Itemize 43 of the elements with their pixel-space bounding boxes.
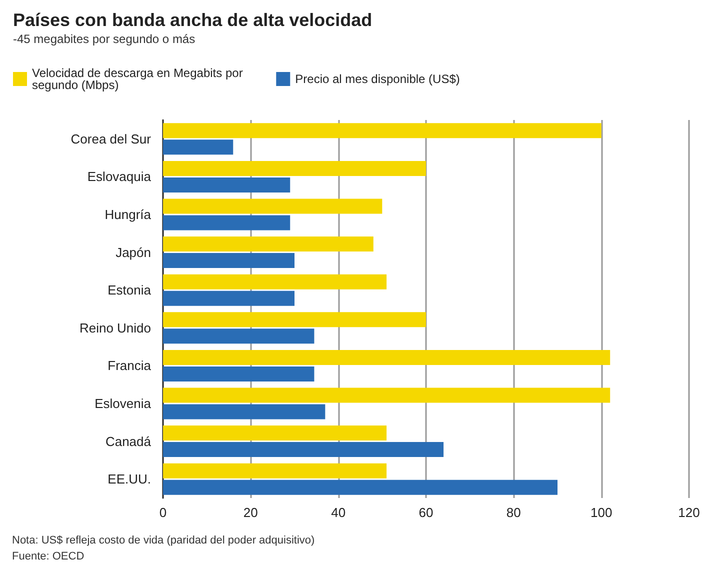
bar bbox=[163, 236, 374, 252]
y-tick-label: Corea del Sur bbox=[70, 131, 152, 146]
y-tick-label: Canadá bbox=[105, 434, 152, 449]
bar bbox=[163, 198, 382, 214]
bar bbox=[163, 350, 610, 365]
legend-label: Velocidad de descarga en Megabits por segundo (Mbps) bbox=[32, 66, 246, 92]
chart-title: Países con banda ancha de alta velocidad bbox=[13, 10, 372, 30]
x-tick-label: 80 bbox=[506, 505, 521, 520]
y-tick-label: EE.UU. bbox=[108, 472, 151, 487]
bar bbox=[163, 274, 387, 290]
x-tick-label: 20 bbox=[243, 505, 258, 520]
x-tick-label: 0 bbox=[159, 505, 167, 520]
bar bbox=[163, 442, 444, 458]
bar bbox=[163, 328, 314, 344]
bar bbox=[163, 404, 326, 420]
x-tick-label: 100 bbox=[590, 505, 612, 520]
bar bbox=[163, 312, 426, 328]
chart-subtitle: -45 megabites por segundo o más bbox=[13, 32, 196, 46]
bar bbox=[163, 160, 426, 176]
y-tick-label: Estonia bbox=[108, 282, 152, 298]
bar bbox=[163, 253, 294, 268]
text: Nota: US$ refleja costo de vida (paridad del poder adquisitivo) bbox=[12, 534, 315, 546]
bar bbox=[163, 215, 290, 230]
y-tick-label: Reino Unido bbox=[79, 320, 151, 336]
bar bbox=[163, 388, 610, 403]
bar bbox=[163, 140, 234, 155]
bar bbox=[163, 426, 387, 441]
y-tick-label: Eslovenia bbox=[94, 396, 152, 411]
y-tick-label: Hungría bbox=[104, 207, 152, 222]
bar bbox=[163, 480, 558, 495]
bar bbox=[163, 366, 314, 382]
x-tick-label: 40 bbox=[331, 505, 346, 520]
bar bbox=[163, 177, 290, 192]
y-tick-label: Eslovaquia bbox=[87, 169, 152, 184]
legend-label: Precio al mes disponible (US$) bbox=[295, 72, 460, 86]
bar bbox=[163, 463, 387, 478]
bar bbox=[163, 290, 294, 306]
x-tick-label: 60 bbox=[418, 505, 434, 520]
bar bbox=[163, 123, 602, 138]
y-tick-label: Francia bbox=[108, 358, 152, 374]
source-note: Fuente: OECD bbox=[12, 550, 84, 562]
x-tick-label: 120 bbox=[678, 505, 700, 520]
y-tick-label: Japón bbox=[116, 244, 151, 260]
